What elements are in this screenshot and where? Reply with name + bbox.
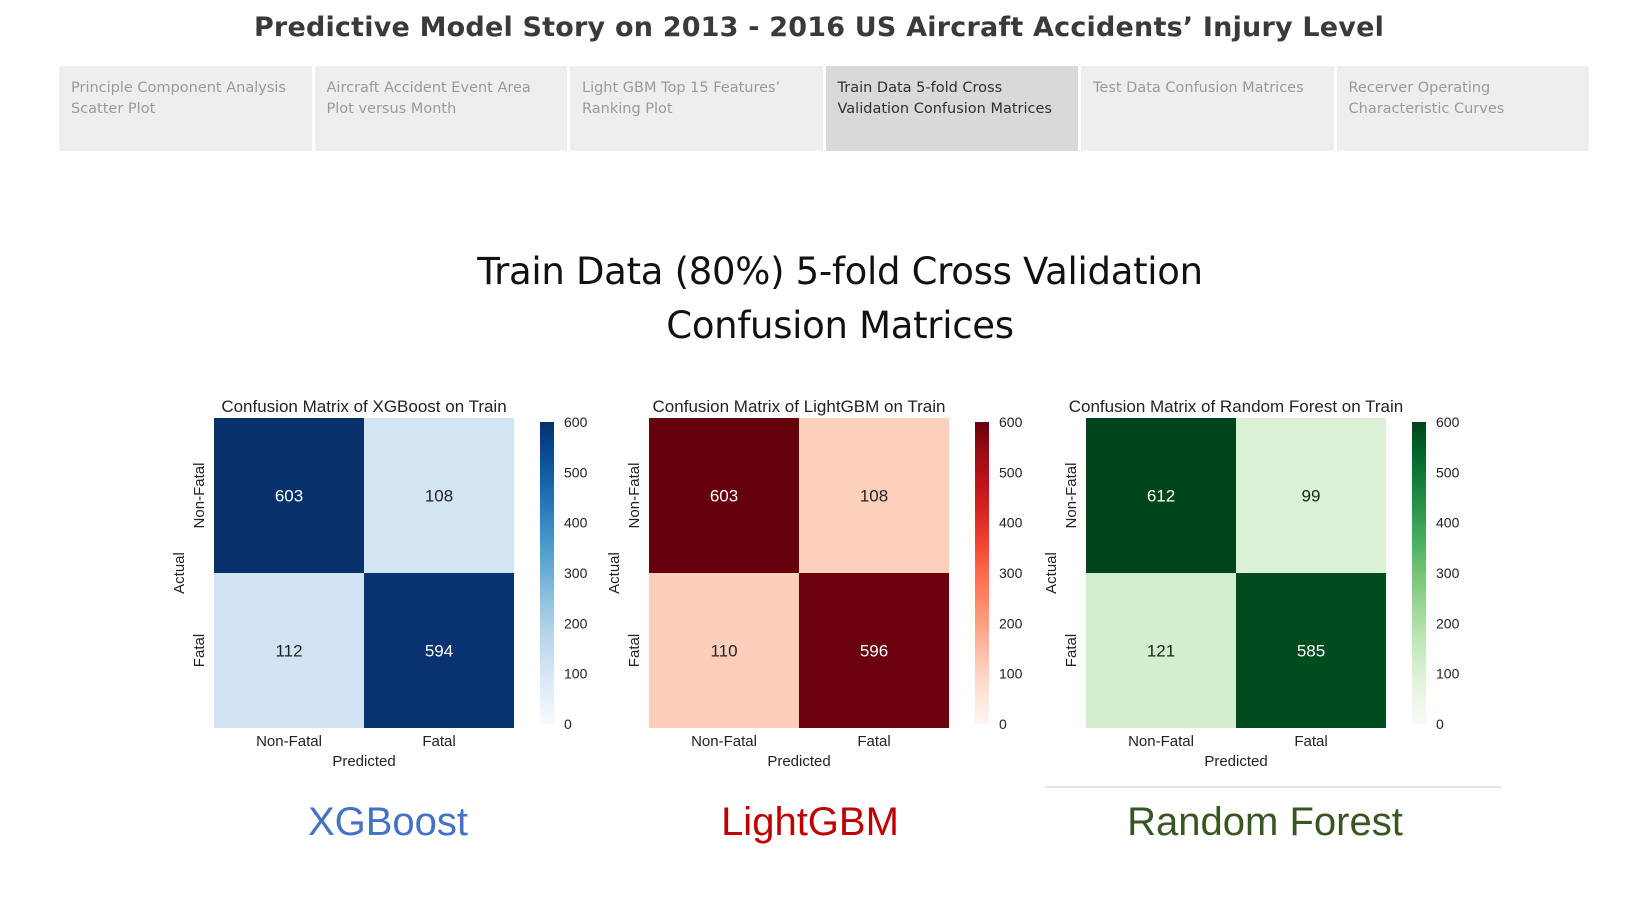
matrix-cell — [799, 573, 949, 728]
colorbar-tick-label: 400 — [999, 515, 1023, 531]
x-tick-label: Fatal — [422, 733, 455, 750]
matrix-cell-value: 594 — [425, 642, 453, 661]
x-tick-label: Fatal — [857, 733, 890, 750]
story-point-event-area-plot[interactable]: Aircraft Accident Event Area Plot versus… — [314, 66, 567, 151]
matrix-cell-value: 585 — [1297, 642, 1325, 661]
colorbar-tick-label: 100 — [1436, 666, 1460, 682]
matrix-title: Confusion Matrix of LightGBM on Train — [653, 397, 946, 416]
matrix-cell — [649, 418, 799, 573]
matrix-cell-value: 110 — [710, 642, 737, 661]
random-forest-confusion-matrix: Confusion Matrix of Random Forest on Tra… — [1042, 396, 1462, 796]
xgboost-caption: XGBoost — [307, 800, 469, 844]
xgboost-confusion-matrix: Confusion Matrix of XGBoost on Train 603 1… — [170, 396, 590, 796]
colorbar-tick-label: 400 — [1436, 515, 1460, 531]
x-axis-label: Predicted — [767, 753, 830, 770]
matrix-cell — [364, 573, 514, 728]
y-axis-label: Actual — [606, 552, 623, 594]
colorbar-tick-label: 300 — [1436, 565, 1460, 581]
colorbar-tick-label: 200 — [1436, 615, 1460, 631]
matrix-cell — [214, 573, 364, 728]
matrix-cell-value: 612 — [1147, 487, 1175, 506]
matrix-cell-value: 603 — [710, 487, 738, 506]
y-tick-label: Fatal — [1063, 634, 1080, 667]
colorbar — [975, 422, 989, 724]
matrix-cell-value: 121 — [1147, 642, 1175, 661]
matrix-title: Confusion Matrix of Random Forest on Tra… — [1069, 397, 1403, 416]
story-navigator: Principle Component Analysis Scatter Plo… — [59, 66, 1589, 151]
matrix-cell — [1236, 418, 1386, 573]
confusion-matrix-svg: Confusion Matrix of LightGBM on Train 603… — [606, 397, 1023, 770]
colorbar-tick-label: 100 — [999, 666, 1023, 682]
x-tick-label: Non-Fatal — [691, 733, 757, 750]
colorbar-tick-label: 0 — [564, 716, 572, 732]
colorbar-tick-label: 500 — [999, 464, 1023, 480]
lightgbm-caption: LightGBM — [721, 800, 899, 844]
colorbar — [1412, 422, 1426, 724]
colorbar-tick-label: 500 — [1436, 464, 1460, 480]
main-heading-line2: Confusion Matrices — [666, 304, 1014, 347]
confusion-matrix-svg: Confusion Matrix of Random Forest on Tra… — [1043, 397, 1460, 770]
confusion-matrix-svg: Confusion Matrix of XGBoost on Train 603 1… — [171, 397, 588, 770]
colorbar-tick-label: 0 — [999, 716, 1007, 732]
matrix-cell-value: 99 — [1302, 487, 1321, 506]
y-tick-label: Fatal — [626, 634, 643, 667]
matrix-cell — [799, 418, 949, 573]
lightgbm-confusion-matrix: Confusion Matrix of LightGBM on Train 603… — [605, 396, 1025, 796]
x-tick-label: Fatal — [1294, 733, 1327, 750]
colorbar-tick-label: 200 — [999, 615, 1023, 631]
colorbar-tick-label: 500 — [564, 464, 588, 480]
matrix-cell — [649, 573, 799, 728]
colorbar-tick-label: 400 — [564, 515, 588, 531]
y-tick-label: Non-Fatal — [1063, 463, 1080, 529]
matrix-cell — [1086, 573, 1236, 728]
story-point-lightgbm-features[interactable]: Light GBM Top 15 Features’ Ranking Plot — [570, 66, 823, 151]
x-tick-label: Non-Fatal — [256, 733, 322, 750]
y-axis-label: Actual — [1043, 552, 1060, 594]
colorbar-tick-label: 600 — [999, 414, 1023, 430]
y-axis-label: Actual — [171, 552, 188, 594]
colorbar — [540, 422, 554, 724]
colorbar-tick-label: 0 — [1436, 716, 1444, 732]
matrix-cell-value: 603 — [275, 487, 303, 506]
y-tick-label: Fatal — [191, 634, 208, 667]
story-title: Predictive Model Story on 2013 - 2016 US… — [253, 12, 1385, 43]
story-point-test-confusion-matrices[interactable]: Test Data Confusion Matrices — [1081, 66, 1334, 151]
colorbar-tick-label: 600 — [1436, 414, 1460, 430]
x-axis-label: Predicted — [332, 753, 395, 770]
matrix-cell — [1086, 418, 1236, 573]
matrix-cell-value: 108 — [860, 487, 888, 506]
matrix-cell — [364, 418, 514, 573]
colorbar-tick-label: 600 — [564, 414, 588, 430]
matrix-cell — [214, 418, 364, 573]
divider-line — [1045, 786, 1501, 788]
colorbar-tick-label: 100 — [564, 666, 588, 682]
random-forest-caption: Random Forest — [1127, 800, 1403, 844]
main-heading: Train Data (80%) 5-fold Cross Validation… — [0, 245, 1638, 353]
matrix-cell-value: 596 — [860, 642, 888, 661]
matrix-cell-value: 112 — [275, 642, 302, 661]
story-point-roc-curves[interactable]: Recerver Operating Characteristic Curves — [1336, 66, 1589, 151]
main-heading-line1: Train Data (80%) 5-fold Cross Validation — [477, 250, 1203, 293]
matrix-title: Confusion Matrix of XGBoost on Train — [221, 397, 506, 416]
matrix-cell-value: 108 — [425, 487, 453, 506]
colorbar-tick-label: 300 — [564, 565, 588, 581]
matrix-cell — [1236, 573, 1386, 728]
y-tick-label: Non-Fatal — [191, 463, 208, 529]
colorbar-tick-label: 200 — [564, 615, 588, 631]
colorbar-tick-label: 300 — [999, 565, 1023, 581]
story-point-train-confusion-matrices[interactable]: Train Data 5-fold Cross Validation Confu… — [825, 66, 1078, 151]
story-point-pca-scatter[interactable]: Principle Component Analysis Scatter Plo… — [59, 66, 312, 151]
y-tick-label: Non-Fatal — [626, 463, 643, 529]
x-tick-label: Non-Fatal — [1128, 733, 1194, 750]
x-axis-label: Predicted — [1204, 753, 1267, 770]
